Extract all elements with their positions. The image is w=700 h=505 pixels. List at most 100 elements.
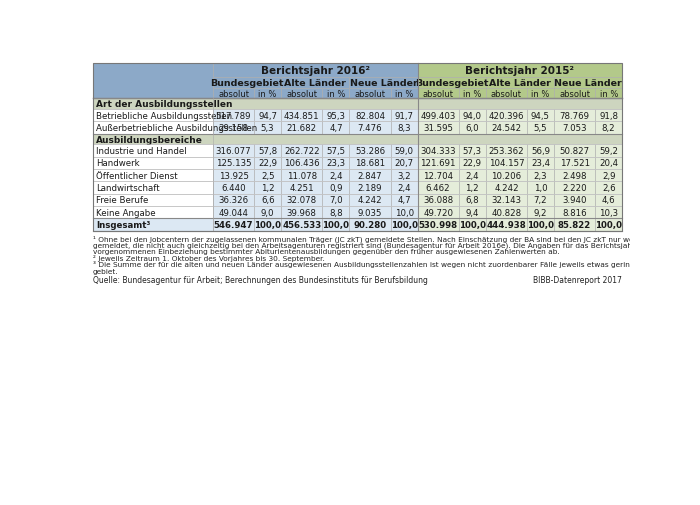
Bar xyxy=(595,158,622,170)
Bar xyxy=(527,182,554,194)
Text: 40.828: 40.828 xyxy=(491,208,522,217)
Bar xyxy=(595,194,622,207)
Text: 4,7: 4,7 xyxy=(398,196,411,205)
Bar xyxy=(254,110,281,122)
Text: 91,7: 91,7 xyxy=(395,112,414,120)
Bar xyxy=(527,170,554,182)
Bar xyxy=(213,77,281,89)
Bar xyxy=(486,194,527,207)
Text: Freie Berufe: Freie Berufe xyxy=(96,196,148,205)
Text: 29.158: 29.158 xyxy=(218,124,248,133)
Text: Industrie und Handel: Industrie und Handel xyxy=(96,147,187,156)
Text: 32.078: 32.078 xyxy=(287,196,317,205)
Bar xyxy=(391,194,418,207)
Text: 121.691: 121.691 xyxy=(421,159,456,168)
Bar xyxy=(486,219,527,232)
Text: 7.053: 7.053 xyxy=(562,124,587,133)
Text: 8.816: 8.816 xyxy=(562,208,587,217)
Text: ¹ Ohne bei den Jobcentern der zugelassenen kommunalen Träger (JC zkT) gemeldete : ¹ Ohne bei den Jobcentern der zugelassen… xyxy=(93,234,700,242)
Text: 94,0: 94,0 xyxy=(463,112,482,120)
Bar xyxy=(595,145,622,158)
Text: absolut: absolut xyxy=(354,89,386,98)
Bar xyxy=(281,122,322,134)
Bar xyxy=(418,89,458,99)
Bar xyxy=(418,182,458,194)
Bar xyxy=(391,89,418,99)
Bar xyxy=(213,122,254,134)
Text: 9,0: 9,0 xyxy=(261,208,274,217)
Bar xyxy=(418,158,458,170)
Bar xyxy=(93,182,213,194)
Text: 11.078: 11.078 xyxy=(287,171,317,180)
Text: 57,3: 57,3 xyxy=(463,147,482,156)
Bar xyxy=(554,158,595,170)
Bar xyxy=(93,110,213,122)
Text: 22,9: 22,9 xyxy=(258,159,277,168)
Text: in %: in % xyxy=(463,89,482,98)
Bar xyxy=(213,182,254,194)
Bar xyxy=(93,158,213,170)
Bar xyxy=(391,110,418,122)
Text: in %: in % xyxy=(395,89,413,98)
Text: absolut: absolut xyxy=(423,89,454,98)
Text: 2,9: 2,9 xyxy=(602,171,615,180)
Text: 2.220: 2.220 xyxy=(562,184,587,193)
Bar xyxy=(93,219,213,232)
Text: 499.403: 499.403 xyxy=(421,112,456,120)
Bar xyxy=(322,110,349,122)
Bar xyxy=(254,182,281,194)
Bar xyxy=(93,194,213,207)
Bar xyxy=(93,64,622,232)
Text: 78.769: 78.769 xyxy=(559,112,589,120)
Bar xyxy=(213,89,254,99)
Bar xyxy=(213,207,254,219)
Text: 53.286: 53.286 xyxy=(355,147,385,156)
Text: Landwirtschaft: Landwirtschaft xyxy=(96,184,160,193)
Text: 530.998: 530.998 xyxy=(419,221,458,230)
Text: 49.720: 49.720 xyxy=(424,208,453,217)
Bar xyxy=(418,110,458,122)
Bar xyxy=(418,170,458,182)
Text: 57,8: 57,8 xyxy=(258,147,277,156)
Text: 4,7: 4,7 xyxy=(329,124,343,133)
Bar xyxy=(281,194,322,207)
Text: Alte Länder: Alte Länder xyxy=(489,79,551,88)
Bar xyxy=(254,158,281,170)
Bar xyxy=(486,158,527,170)
Bar xyxy=(554,122,595,134)
Text: 6,6: 6,6 xyxy=(261,196,274,205)
Text: 59,2: 59,2 xyxy=(599,147,618,156)
Text: Bundesgebiet: Bundesgebiet xyxy=(211,79,284,88)
Text: 2.498: 2.498 xyxy=(562,171,587,180)
Bar xyxy=(349,219,391,232)
Text: 100,0: 100,0 xyxy=(527,221,554,230)
Text: 456.533: 456.533 xyxy=(282,221,321,230)
Text: Insgesamt³: Insgesamt³ xyxy=(96,221,150,230)
Bar xyxy=(93,145,213,158)
Text: 6.440: 6.440 xyxy=(221,184,246,193)
Text: Keine Angabe: Keine Angabe xyxy=(96,208,155,217)
Text: 4.251: 4.251 xyxy=(290,184,314,193)
Bar xyxy=(93,122,213,134)
Bar xyxy=(213,110,254,122)
Text: 8,2: 8,2 xyxy=(602,124,615,133)
Bar xyxy=(595,182,622,194)
Bar xyxy=(458,194,486,207)
Bar xyxy=(554,207,595,219)
Text: 32.143: 32.143 xyxy=(491,196,522,205)
Bar xyxy=(349,89,391,99)
Text: Art der Ausbildungsstellen: Art der Ausbildungsstellen xyxy=(96,100,232,109)
Bar xyxy=(281,145,322,158)
Text: 31.595: 31.595 xyxy=(424,124,453,133)
Text: in %: in % xyxy=(327,89,345,98)
Text: 24.542: 24.542 xyxy=(491,124,522,133)
Text: 20,4: 20,4 xyxy=(599,159,618,168)
Bar xyxy=(458,122,486,134)
Text: 434.851: 434.851 xyxy=(284,112,320,120)
Bar xyxy=(349,207,391,219)
Text: Öffentlicher Dienst: Öffentlicher Dienst xyxy=(96,171,178,180)
Bar xyxy=(486,145,527,158)
Bar xyxy=(254,122,281,134)
Bar xyxy=(418,145,458,158)
Bar xyxy=(595,89,622,99)
